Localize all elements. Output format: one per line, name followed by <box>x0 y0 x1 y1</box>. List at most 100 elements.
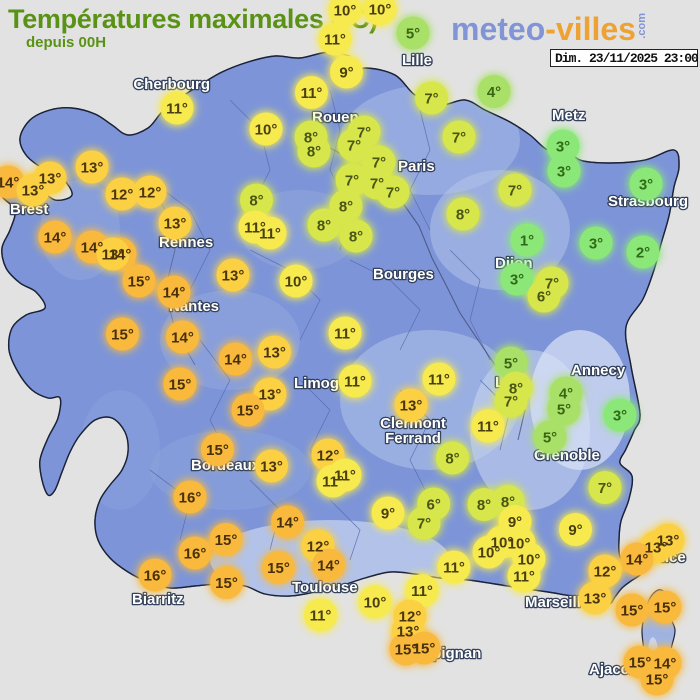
svg-text:7°: 7° <box>347 138 361 155</box>
svg-text:4°: 4° <box>559 386 573 403</box>
svg-text:14°: 14° <box>224 352 247 369</box>
svg-text:16°: 16° <box>144 568 167 585</box>
svg-text:3°: 3° <box>510 272 524 289</box>
svg-text:15°: 15° <box>629 655 652 672</box>
svg-text:11°: 11° <box>166 101 188 118</box>
svg-text:13°: 13° <box>400 398 423 415</box>
svg-text:15°: 15° <box>169 377 192 394</box>
svg-text:15°: 15° <box>215 532 238 549</box>
svg-text:14°: 14° <box>163 285 186 302</box>
svg-text:9°: 9° <box>339 65 353 82</box>
svg-text:3°: 3° <box>589 236 603 253</box>
svg-text:7°: 7° <box>598 480 612 497</box>
svg-text:11°: 11° <box>513 569 535 586</box>
svg-text:13°: 13° <box>164 216 187 233</box>
svg-text:7°: 7° <box>504 394 518 411</box>
svg-text:3°: 3° <box>557 164 571 181</box>
svg-text:Biarritz: Biarritz <box>132 591 184 608</box>
svg-text:11°: 11° <box>334 326 356 343</box>
svg-text:6°: 6° <box>537 289 551 306</box>
svg-text:16°: 16° <box>184 546 207 563</box>
svg-text:7°: 7° <box>417 516 431 533</box>
svg-text:10°: 10° <box>334 3 357 20</box>
svg-text:3°: 3° <box>639 177 653 194</box>
svg-text:4°: 4° <box>487 84 501 101</box>
svg-text:12°: 12° <box>139 185 162 202</box>
svg-text:13°: 13° <box>222 268 245 285</box>
svg-text:5°: 5° <box>504 356 518 373</box>
svg-text:15°: 15° <box>206 442 229 459</box>
svg-text:5°: 5° <box>406 26 420 43</box>
svg-text:13°: 13° <box>102 247 125 264</box>
svg-text:15°: 15° <box>654 600 677 617</box>
svg-text:8°: 8° <box>456 207 470 224</box>
svg-text:7°: 7° <box>345 173 359 190</box>
svg-text:10°: 10° <box>255 122 278 139</box>
svg-text:8°: 8° <box>501 494 515 511</box>
svg-text:2°: 2° <box>636 245 650 262</box>
svg-text:10°: 10° <box>364 595 387 612</box>
svg-text:11°: 11° <box>344 374 366 391</box>
svg-text:3°: 3° <box>556 139 570 156</box>
svg-text:15°: 15° <box>215 575 238 592</box>
svg-text:9°: 9° <box>508 514 522 531</box>
svg-text:10°: 10° <box>285 274 308 291</box>
svg-text:15°: 15° <box>267 560 290 577</box>
svg-text:15°: 15° <box>621 603 644 620</box>
svg-text:8°: 8° <box>317 218 331 235</box>
svg-text:14°: 14° <box>654 656 677 673</box>
svg-text:16°: 16° <box>179 490 202 507</box>
svg-text:Cherbourg: Cherbourg <box>133 76 210 93</box>
svg-text:8°: 8° <box>339 199 353 216</box>
svg-text:11°: 11° <box>310 608 332 625</box>
svg-text:14°: 14° <box>44 230 67 247</box>
svg-text:13°: 13° <box>263 345 286 362</box>
svg-text:10°: 10° <box>478 545 501 562</box>
svg-text:7°: 7° <box>452 130 466 147</box>
svg-text:10°: 10° <box>508 536 531 553</box>
svg-text:8°: 8° <box>307 144 321 161</box>
svg-text:7°: 7° <box>370 176 384 193</box>
svg-text:3°: 3° <box>613 408 627 425</box>
svg-text:6°: 6° <box>427 497 441 514</box>
svg-text:14°: 14° <box>81 240 104 257</box>
svg-text:11°: 11° <box>301 85 323 102</box>
svg-text:8°: 8° <box>445 451 459 468</box>
svg-text:Lille: Lille <box>402 52 432 69</box>
svg-text:14°: 14° <box>0 175 19 192</box>
svg-text:8°: 8° <box>349 229 363 246</box>
svg-text:12°: 12° <box>307 539 330 556</box>
svg-text:9°: 9° <box>381 506 395 523</box>
svg-text:5°: 5° <box>557 402 571 419</box>
svg-text:14°: 14° <box>317 558 340 575</box>
svg-text:13°: 13° <box>260 459 283 476</box>
svg-text:15°: 15° <box>128 274 151 291</box>
svg-text:8°: 8° <box>477 497 491 514</box>
svg-text:7°: 7° <box>508 183 522 200</box>
svg-text:13°: 13° <box>584 591 607 608</box>
svg-text:Metz: Metz <box>552 107 585 124</box>
svg-text:Annecy: Annecy <box>571 362 626 379</box>
svg-text:Paris: Paris <box>398 158 435 175</box>
svg-text:11°: 11° <box>411 583 433 600</box>
svg-text:11°: 11° <box>428 372 450 389</box>
svg-text:14°: 14° <box>171 330 194 347</box>
svg-text:7°: 7° <box>386 185 400 202</box>
svg-text:11°: 11° <box>322 474 344 491</box>
svg-text:Bourges: Bourges <box>373 266 434 283</box>
svg-text:7°: 7° <box>372 155 386 172</box>
svg-text:8°: 8° <box>249 193 263 210</box>
svg-text:15°: 15° <box>646 672 669 689</box>
svg-text:5°: 5° <box>543 430 557 447</box>
svg-text:11°: 11° <box>324 32 346 49</box>
svg-text:Ferrand: Ferrand <box>385 430 441 447</box>
svg-text:1°: 1° <box>520 233 534 250</box>
svg-text:12°: 12° <box>317 448 340 465</box>
svg-text:13°: 13° <box>81 160 104 177</box>
svg-text:11°: 11° <box>443 560 465 577</box>
svg-text:13°: 13° <box>397 624 420 641</box>
svg-text:15°: 15° <box>111 327 134 344</box>
svg-text:15°: 15° <box>237 403 260 420</box>
svg-text:10°: 10° <box>369 2 392 19</box>
svg-text:13°: 13° <box>39 171 62 188</box>
